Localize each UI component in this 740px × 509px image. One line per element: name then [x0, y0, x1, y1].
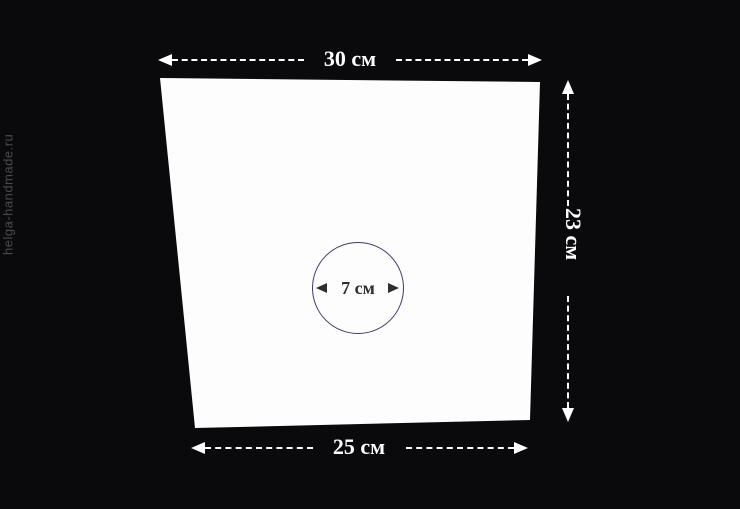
right-arrow-up: [562, 80, 574, 94]
bottom-dim-label: 25 см: [314, 434, 404, 460]
right-arrow-down: [562, 408, 574, 422]
circle-arrow-right: [388, 283, 399, 293]
bottom-dim-line-1: [205, 447, 313, 449]
circle-arrow-left: [316, 283, 327, 293]
top-dim-label: 30 см: [305, 46, 395, 72]
right-dim-line-2: [567, 296, 569, 408]
bottom-arrow-left: [191, 442, 205, 454]
right-dim-line-1: [567, 94, 569, 206]
circle-dim-label: 7 см: [332, 278, 384, 299]
top-dim-line-2: [396, 59, 528, 61]
watermark-text: helga-handmade.ru: [1, 133, 16, 254]
right-dim-label: 23 см: [558, 208, 586, 260]
diagram-stage: 7 см 30 см 25 см 23 см helga-handmade.ru: [0, 0, 740, 509]
top-arrow-right: [528, 54, 542, 66]
top-arrow-left: [158, 54, 172, 66]
top-dim-line-1: [172, 59, 304, 61]
bottom-arrow-right: [514, 442, 528, 454]
bottom-dim-line-2: [406, 447, 514, 449]
